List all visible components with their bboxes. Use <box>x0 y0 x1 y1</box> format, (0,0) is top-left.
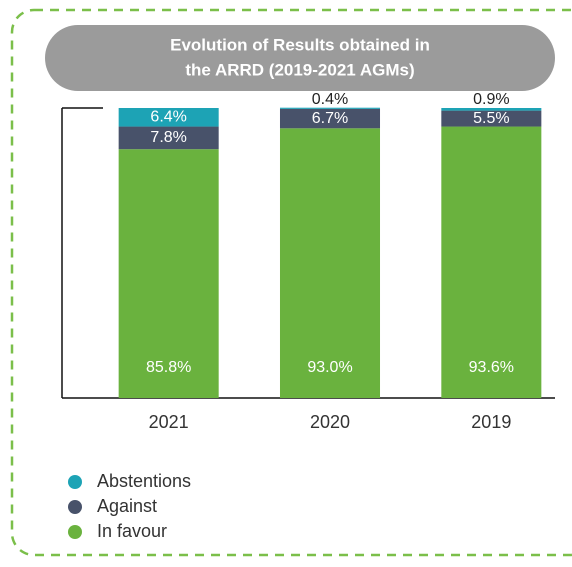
legend-label: Abstentions <box>97 471 191 491</box>
legend-label: In favour <box>97 521 167 541</box>
legend-swatch <box>68 500 82 514</box>
bar-segment <box>118 108 219 127</box>
bar-segment <box>441 108 542 111</box>
data-label: 93.6% <box>469 359 514 376</box>
data-label: 7.8% <box>150 129 186 146</box>
x-tick-label: 2020 <box>310 412 350 432</box>
data-label: 6.7% <box>312 110 348 127</box>
x-tick-label: 2021 <box>149 412 189 432</box>
bar-segment <box>118 126 219 150</box>
chart-title: Evolution of Results obtained in <box>170 35 430 54</box>
bar-segment <box>441 126 542 398</box>
data-label: 85.8% <box>146 359 191 376</box>
data-label: 0.4% <box>312 91 348 108</box>
data-label: 5.5% <box>473 110 509 127</box>
data-label: 6.4% <box>150 108 186 125</box>
x-tick-label: 2019 <box>471 412 511 432</box>
data-label: 0.9% <box>473 91 509 108</box>
bar-segment <box>279 128 381 399</box>
legend-swatch <box>68 475 82 489</box>
bar-segment <box>279 107 381 109</box>
legend-label: Against <box>97 496 157 516</box>
title-pill <box>45 25 555 91</box>
bar-segment <box>441 110 542 127</box>
bar-segment <box>118 149 219 398</box>
bar-segment <box>279 108 381 129</box>
dashed-frame <box>10 8 572 557</box>
legend-swatch <box>68 525 82 539</box>
chart-title: the ARRD (2019-2021 AGMs) <box>185 60 414 79</box>
data-label: 93.0% <box>307 359 352 376</box>
